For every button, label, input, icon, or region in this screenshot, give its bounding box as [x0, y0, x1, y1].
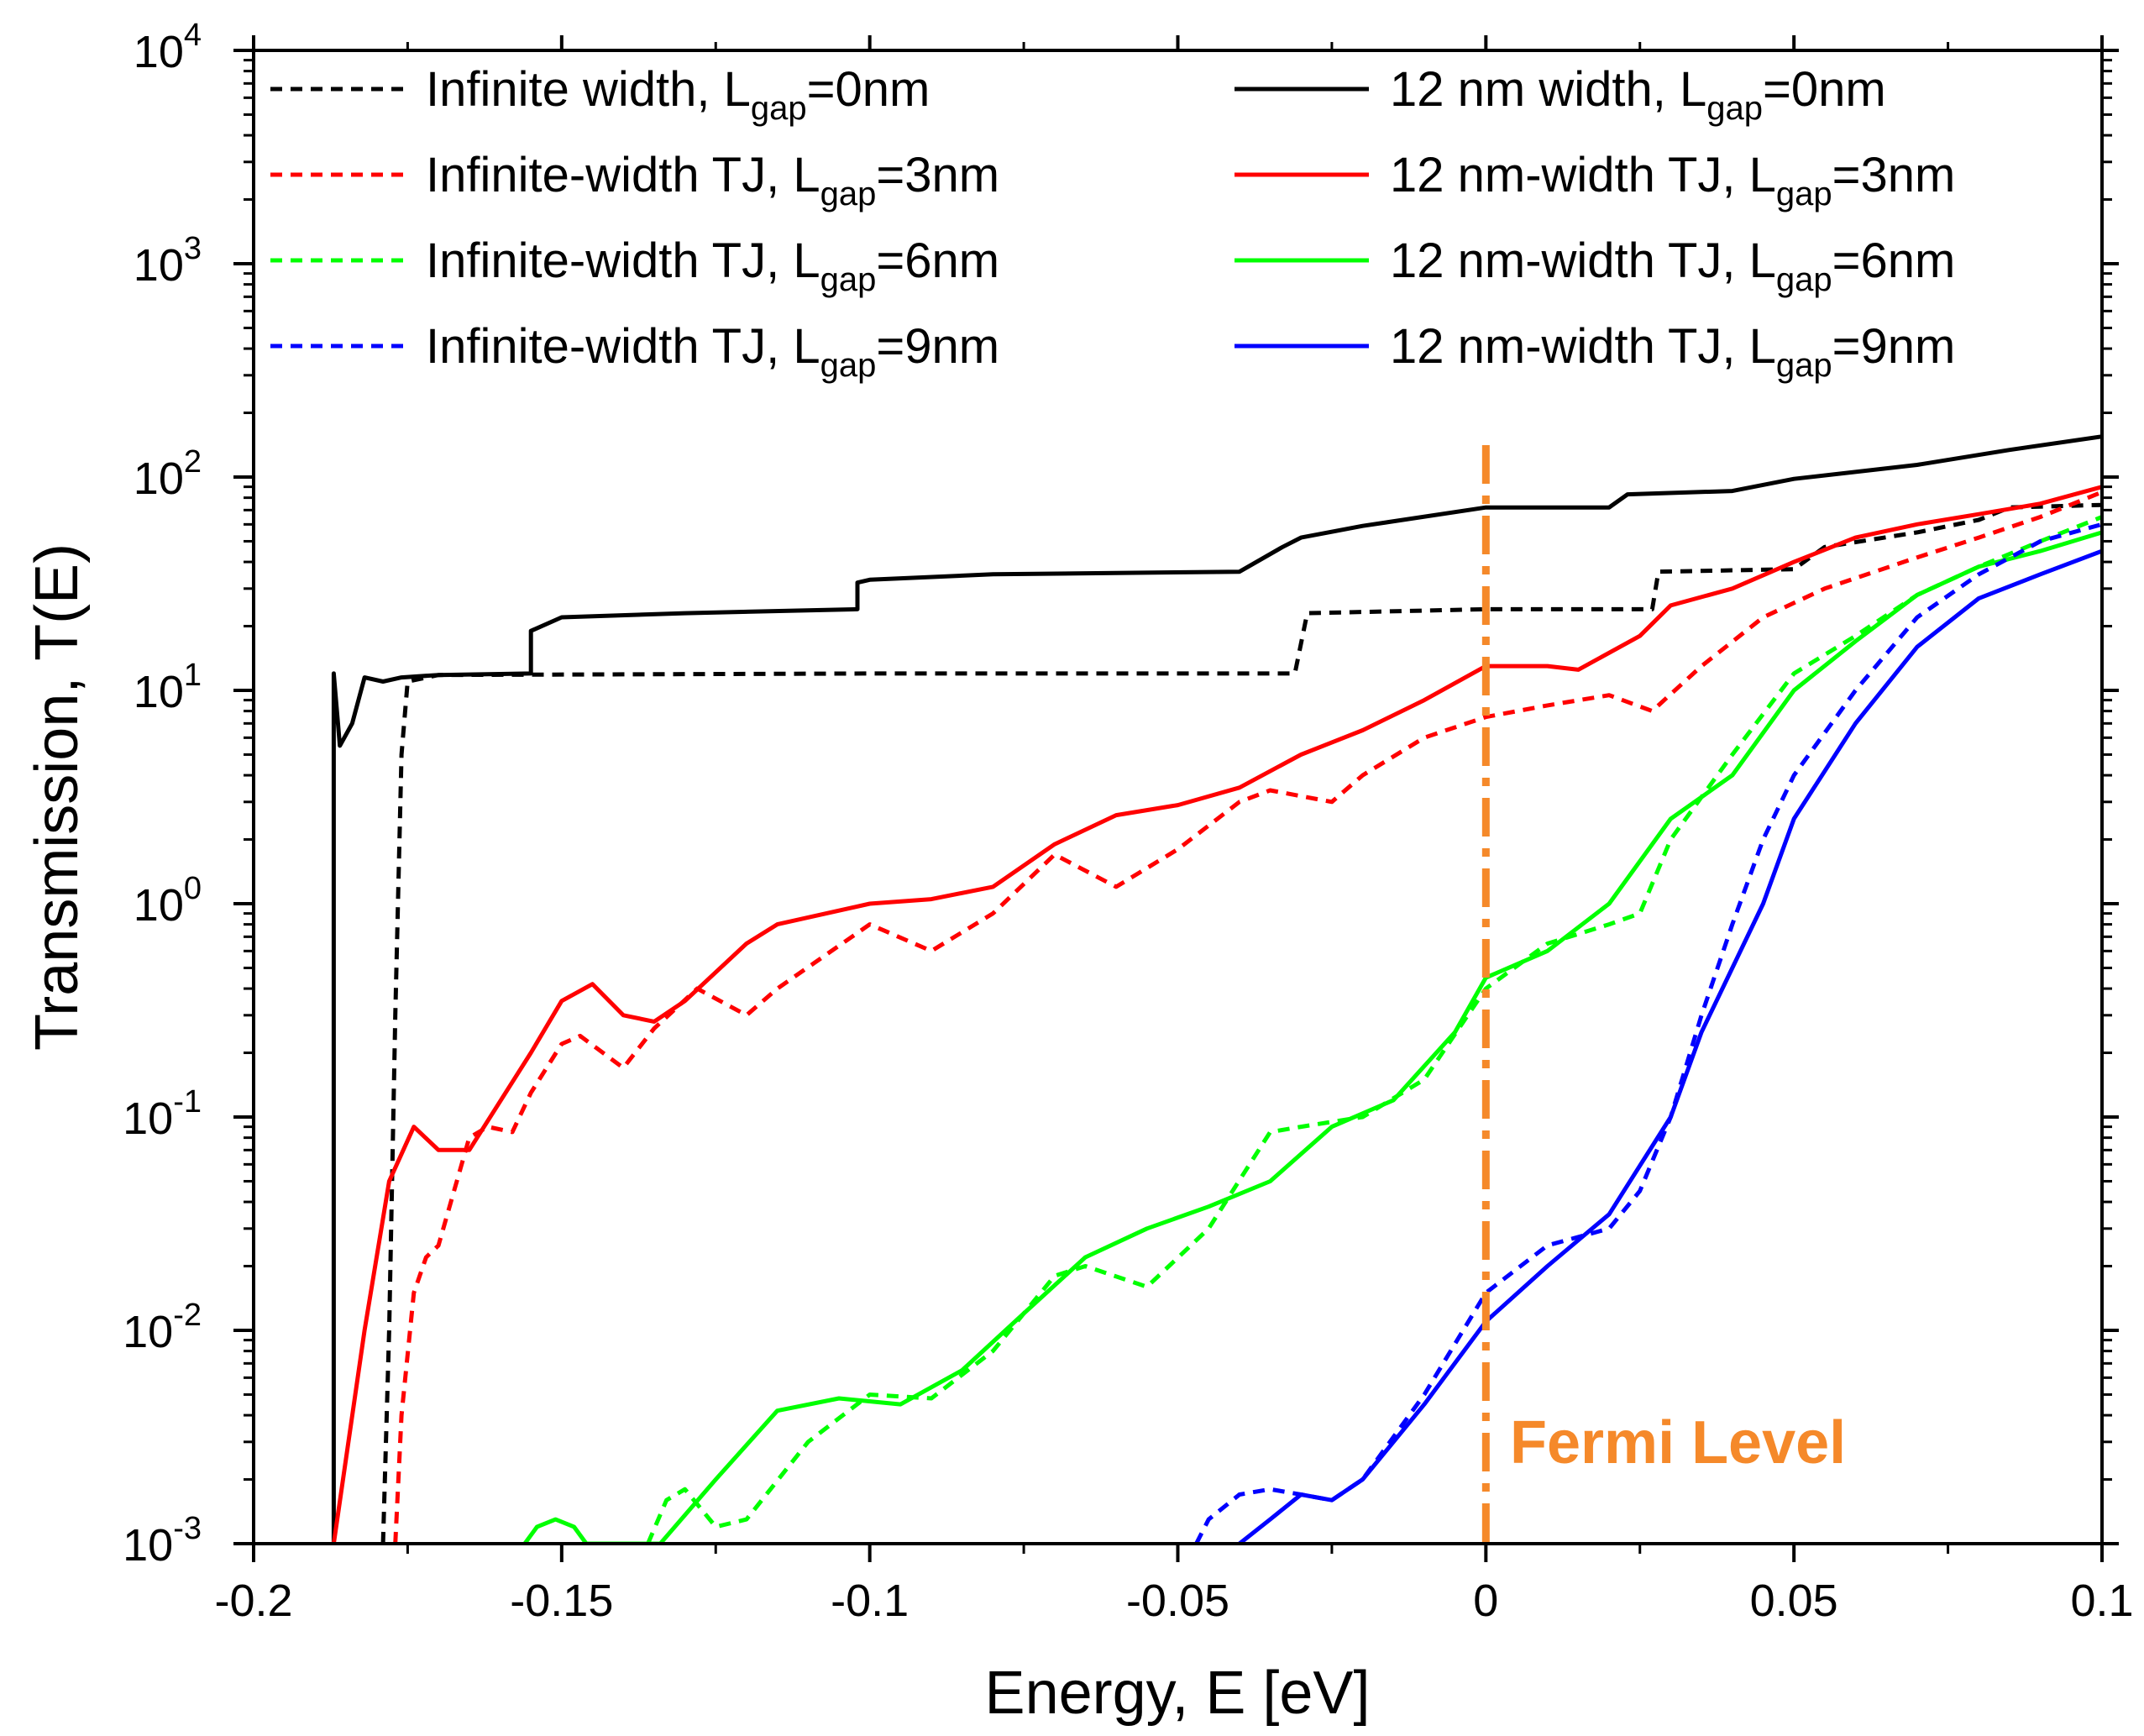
legend-entry: 12 nm-width TJ, Lgap=6nm: [1390, 233, 1955, 298]
y-tick-label: 104: [134, 18, 202, 77]
series-line-7: [1194, 522, 2102, 1544]
x-tick-label: -0.15: [510, 1576, 613, 1626]
x-tick-label: 0.05: [1750, 1576, 1838, 1626]
legend-entry: 12 nm-width TJ, Lgap=3nm: [1390, 148, 1955, 212]
y-tick-exponent: 3: [184, 231, 202, 266]
y-tick-exponent: 1: [184, 658, 202, 693]
series-line-4: [331, 485, 2102, 1544]
legend: Infinite width, Lgap=0nm 12 nm width, Lga…: [270, 62, 1955, 384]
legend-entry: Infinite width, Lgap=0nm: [426, 62, 930, 127]
y-tick-exponent: -3: [173, 1511, 202, 1546]
series-line-3: [393, 490, 2102, 1544]
legend-entry: Infinite-width TJ, Lgap=6nm: [426, 233, 999, 298]
x-tick-label: -0.05: [1126, 1576, 1229, 1626]
legend-entry: 12 nm-width TJ, Lgap=9nm: [1390, 319, 1955, 384]
series-layer: [331, 434, 2102, 1544]
x-tick-label: 0.1: [2070, 1576, 2133, 1626]
y-tick-label: 102: [134, 444, 202, 504]
series-line-6: [522, 530, 2102, 1544]
y-tick-label: 103: [134, 231, 202, 291]
x-tick-label: -0.2: [214, 1576, 292, 1626]
fermi-level-label: Fermi Level: [1510, 1409, 1846, 1476]
x-tick-label: 0: [1473, 1576, 1498, 1626]
x-axis-title: Energy, E [eV]: [985, 1660, 1371, 1727]
y-tick-label: 10-2: [123, 1298, 202, 1357]
y-axis-title: Transmission, T(E): [24, 543, 91, 1051]
series-line-5: [646, 515, 2102, 1544]
y-tick-label: 100: [134, 871, 202, 931]
series-line-2: [331, 434, 2102, 1544]
y-tick-label: 101: [134, 658, 202, 717]
y-tick-exponent: 0: [184, 871, 202, 906]
y-tick-exponent: 4: [184, 18, 202, 53]
series-line-1: [380, 502, 2102, 1544]
y-tick-exponent: -2: [173, 1298, 202, 1333]
legend-entry: Infinite-width TJ, Lgap=3nm: [426, 148, 999, 212]
x-axis: -0.2 -0.15 -0.1 -0.05 0 0.05 0.1: [214, 35, 2134, 1626]
series-line-8: [1238, 548, 2102, 1544]
y-tick-exponent: -1: [173, 1084, 202, 1120]
y-tick-label: 10-3: [123, 1511, 202, 1571]
x-tick-label: -0.1: [831, 1576, 909, 1626]
legend-entry: Infinite-width TJ, Lgap=9nm: [426, 319, 999, 384]
y-tick-exponent: 2: [184, 444, 202, 480]
y-tick-label: 10-1: [123, 1084, 202, 1144]
legend-entry: 12 nm width, Lgap=0nm: [1390, 62, 1886, 127]
